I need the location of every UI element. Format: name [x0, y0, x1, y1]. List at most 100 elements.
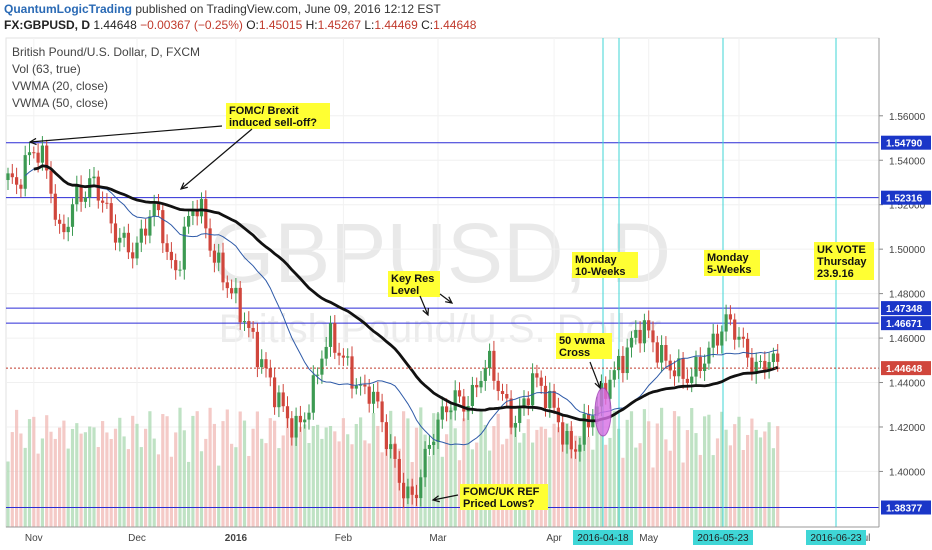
volume-bar: [763, 431, 767, 527]
annotation-arrow: [589, 361, 601, 389]
candle-body: [500, 391, 505, 394]
annotation-box: [388, 271, 440, 297]
legend-series-title[interactable]: British Pound/U.S. Dollar, D, FXCM: [12, 45, 201, 59]
candle-body: [217, 252, 221, 263]
volume-bar: [505, 438, 509, 527]
candle-body: [152, 203, 156, 217]
candle-body: [531, 373, 535, 406]
volume-bar: [496, 413, 500, 527]
volume-bar: [552, 423, 556, 527]
candle-body: [260, 359, 264, 368]
candle-body: [195, 209, 199, 217]
open-value: 1.45015: [258, 18, 303, 32]
y-tick-label: 1.44000: [889, 379, 926, 390]
volume-bar: [264, 443, 268, 527]
candle-body: [294, 415, 298, 438]
volume-bar: [733, 424, 737, 527]
annotation-arrowhead: [28, 137, 37, 146]
candle-body: [32, 152, 36, 154]
level-badge: [881, 301, 931, 316]
volume-bar: [101, 421, 105, 527]
candle-body: [612, 370, 616, 380]
candle-body: [281, 392, 285, 407]
volume-bar: [242, 420, 247, 527]
candle-body: [255, 331, 259, 368]
volume-bar: [414, 427, 419, 527]
volume-bar: [204, 438, 208, 527]
volume-bar: [728, 445, 732, 527]
annotation-arrow: [419, 295, 429, 316]
volume-bar: [569, 426, 573, 527]
timeframe-label[interactable]: D: [81, 18, 91, 32]
annotation-arrow: [432, 494, 459, 501]
volume-bar: [148, 411, 152, 527]
volume-bar: [174, 432, 178, 527]
symbol-label[interactable]: FX:GBPUSD,: [4, 18, 79, 32]
candle-body: [40, 145, 44, 163]
candle-body: [58, 219, 62, 224]
annotation-arrowhead: [594, 380, 602, 390]
volume-bar: [182, 430, 186, 527]
candle-body: [384, 422, 388, 450]
volume-bar: [273, 420, 277, 527]
volume-bar: [492, 426, 496, 527]
legend-vwma50[interactable]: VWMA (50, close): [12, 96, 109, 110]
volume-bar: [767, 422, 771, 527]
candle-body: [505, 393, 509, 399]
candle-body: [685, 378, 689, 384]
candle-body: [526, 398, 530, 406]
low-value: 1.44469: [374, 18, 418, 32]
x-tick-label: Feb: [335, 533, 353, 544]
volume-bar: [771, 448, 775, 527]
candle-body: [27, 152, 32, 156]
volume-bar: [427, 456, 431, 527]
author-link[interactable]: QuantumLogicTrading: [4, 2, 132, 16]
candle-body: [440, 406, 444, 420]
candle-body: [445, 406, 449, 413]
high-value: 1.45267: [317, 18, 361, 32]
legend-vol[interactable]: Vol (63, true): [12, 62, 81, 76]
volume-bar: [582, 415, 586, 527]
volume-bar: [217, 465, 221, 527]
legend-vwma20[interactable]: VWMA (20, close): [12, 79, 109, 93]
candle-body: [690, 376, 694, 384]
candle-body: [574, 449, 578, 452]
volume-bar: [320, 438, 324, 527]
candle-body: [629, 337, 634, 348]
volume-bar: [363, 440, 367, 527]
volume-bar: [561, 444, 565, 527]
candle-body: [703, 363, 707, 371]
annotation-box: [556, 333, 612, 359]
candle-body: [423, 448, 427, 478]
x-tick-label: May: [639, 533, 658, 544]
volume-bar: [660, 407, 664, 527]
volume-bar: [113, 428, 118, 527]
candle-body: [316, 374, 320, 376]
volume-bar: [346, 434, 350, 527]
volume-bar: [543, 428, 548, 527]
candle-body: [720, 331, 724, 346]
candle-body: [109, 203, 113, 224]
candle-body: [539, 377, 543, 386]
y-tick-label: 1.56000: [889, 112, 926, 123]
annotation-text: Monday: [707, 252, 749, 264]
candle-body: [49, 170, 53, 194]
candle-body: [771, 353, 775, 363]
candle-body: [53, 193, 57, 220]
volume-bar: [23, 447, 27, 527]
volume-bar: [457, 460, 462, 527]
candle-body: [449, 410, 453, 413]
publish-line: QuantumLogicTrading published on Trading…: [4, 2, 441, 16]
candle-body: [513, 422, 517, 428]
volume-bar: [565, 423, 569, 527]
level-badge-label: 1.46671: [886, 319, 923, 330]
volume-bar: [776, 426, 780, 527]
candle-body: [131, 252, 135, 259]
candle-body: [664, 345, 668, 361]
candle-body: [432, 441, 436, 445]
vwma50-line: [33, 164, 779, 423]
annotation-text: Cross: [559, 347, 590, 359]
volume-bar: [513, 425, 517, 527]
x-tick-label: Mar: [429, 533, 447, 544]
